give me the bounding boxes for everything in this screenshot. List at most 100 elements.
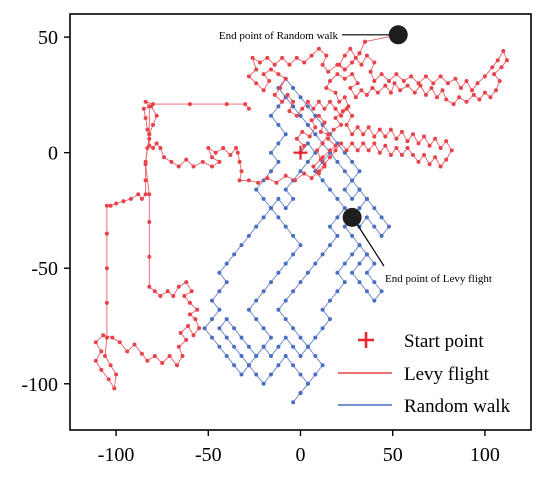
annotations: End point of Random walk End point of Lev… — [219, 25, 492, 285]
levy-flight-point — [316, 113, 321, 118]
random-walk-point — [254, 187, 259, 192]
random-walk-point — [298, 354, 303, 358]
levy-flight-point — [344, 106, 349, 111]
random-walk-point — [239, 354, 244, 358]
levy-flight-point — [257, 60, 262, 65]
levy-flight-point — [423, 74, 428, 79]
random-walk-point — [283, 354, 288, 358]
random-walk-point — [298, 113, 303, 118]
levy-flight-point — [322, 106, 327, 111]
levy-flight-point — [372, 79, 377, 83]
random-walk-point — [357, 261, 362, 266]
levy-flight-point — [206, 146, 211, 150]
levy-flight-point — [348, 46, 353, 51]
random-walk-point — [342, 187, 347, 192]
legend-item-levy: Levy flight — [338, 364, 490, 385]
random-walk-point — [291, 344, 296, 349]
levy-flight-point — [427, 143, 432, 148]
levy-flight-point — [449, 148, 454, 153]
levy-flight-point — [316, 46, 321, 51]
levy-flight-point — [307, 134, 312, 139]
legend-label-random: Random walk — [404, 396, 511, 417]
x-tick-label: 50 — [383, 444, 403, 466]
levy-flight-point — [440, 88, 445, 93]
levy-flight-point — [350, 60, 355, 65]
levy-flight-point — [333, 106, 338, 111]
levy-flight-point — [287, 109, 292, 114]
levy-flight-point — [464, 99, 469, 104]
axis-ticks: -100 -50 0 50 100 -100 -50 0 50 — [21, 27, 500, 466]
levy-flight-point — [416, 159, 421, 164]
levy-flight-point — [451, 102, 456, 107]
levy-flight-point — [492, 72, 497, 77]
levy-flight-point — [294, 113, 299, 118]
random-walk-point — [254, 317, 259, 322]
levy-flight-point — [291, 99, 296, 104]
random-walk-point — [350, 178, 355, 183]
levy-flight-point — [186, 324, 190, 328]
levy-flight-point — [394, 72, 399, 77]
levy-flight-point — [256, 180, 261, 185]
levy-flight-point — [167, 354, 172, 358]
levy-flight-point — [169, 159, 174, 164]
levy-flight-point — [145, 127, 150, 132]
random-walk-point — [372, 280, 377, 285]
levy-flight-point — [405, 139, 410, 144]
random-walk-point — [276, 307, 281, 312]
levy-flight-point — [316, 99, 321, 104]
random-walk-point — [217, 270, 222, 275]
levy-flight-point — [372, 141, 377, 146]
random-walk-point — [210, 317, 214, 322]
y-tick-label: -100 — [21, 374, 58, 396]
levy-flight-point — [280, 55, 285, 60]
levy-flight-point — [438, 74, 443, 79]
levy-flight-point — [234, 146, 238, 150]
random-walk-point — [328, 243, 332, 248]
random-walk-point — [342, 169, 347, 174]
random-walk-point — [364, 252, 369, 257]
y-tick-label: 0 — [48, 143, 58, 165]
levy-flight-point — [171, 294, 176, 298]
levy-flight-point — [254, 67, 259, 72]
levy-flight-point — [342, 76, 347, 81]
random-walk-point — [298, 243, 303, 248]
random-walk-point — [269, 150, 273, 155]
random-walk-point — [313, 113, 318, 118]
levy-flight-point — [433, 136, 438, 141]
levy-flight-point — [322, 162, 327, 167]
levy-flight-point — [103, 354, 107, 358]
random-walk-point — [305, 344, 310, 349]
random-walk-point — [298, 95, 303, 100]
levy-flight-point — [401, 79, 406, 83]
random-walk-point — [291, 233, 296, 238]
levy-flight-point — [141, 106, 146, 111]
random-walk-point — [269, 169, 273, 174]
random-walk-point — [283, 317, 288, 322]
levy-flight-point — [501, 49, 506, 53]
random-walk-point — [335, 215, 340, 220]
levy-flight-point — [505, 58, 509, 63]
levy-flight-point — [423, 92, 428, 97]
random-walk-end-point — [388, 25, 408, 45]
levy-flight-point — [333, 90, 338, 95]
levy-flight-point — [383, 143, 388, 148]
levy-flight-point — [121, 199, 126, 204]
levy-flight-point — [359, 88, 364, 93]
random-walk-point — [387, 224, 391, 229]
levy-flight-point — [147, 136, 152, 141]
levy-flight-point — [444, 157, 449, 162]
levy-flight-point — [93, 358, 98, 363]
levy-flight-point — [342, 67, 347, 72]
levy-flight-point — [363, 39, 367, 44]
levy-flight-point — [344, 122, 349, 127]
levy-flight-point — [176, 164, 181, 169]
random-walk-point — [276, 159, 281, 164]
levy-flight-point — [145, 146, 150, 150]
levy-flight-point — [147, 192, 152, 197]
levy-flight-point — [99, 367, 104, 372]
random-walk-point — [379, 233, 384, 238]
levy-flight-point — [302, 171, 307, 176]
random-walk-point — [291, 400, 296, 405]
levy-flight-point — [416, 141, 421, 146]
